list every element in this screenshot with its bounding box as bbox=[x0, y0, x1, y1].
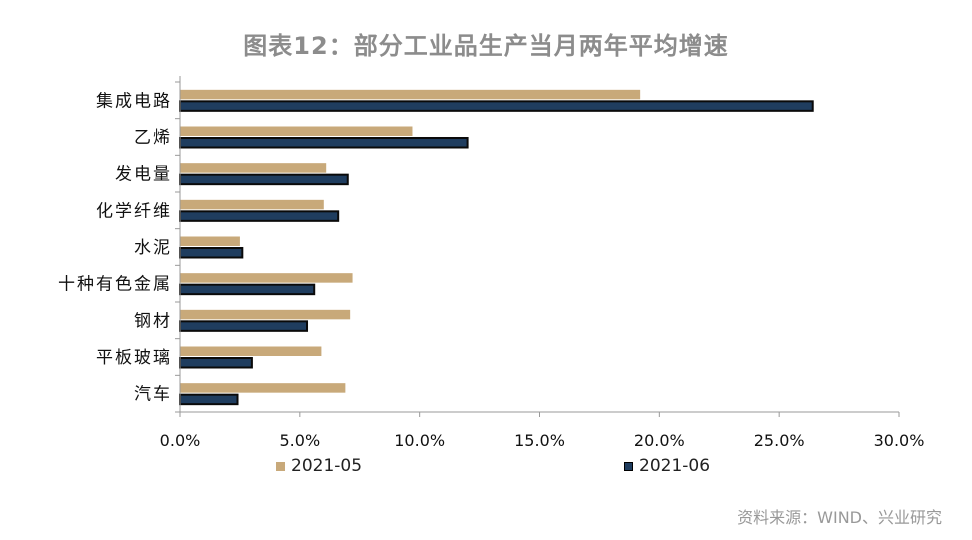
bar-series1 bbox=[180, 273, 353, 283]
bar-series2 bbox=[179, 100, 814, 112]
category-label: 十种有色金属 bbox=[58, 275, 172, 295]
x-tick-label: 20.0% bbox=[634, 431, 685, 450]
category-label: 化学纤维 bbox=[96, 201, 172, 221]
x-tick-label: 10.0% bbox=[394, 431, 445, 450]
bar-series2 bbox=[179, 320, 309, 332]
bar-series1 bbox=[180, 126, 413, 136]
bar-series1 bbox=[180, 163, 327, 173]
legend-item-series2: 2021-06 bbox=[624, 456, 710, 476]
bar-series2 bbox=[179, 137, 469, 149]
legend-label-series2: 2021-06 bbox=[639, 456, 711, 476]
bar-series2 bbox=[179, 210, 340, 222]
x-tick-label: 30.0% bbox=[874, 431, 925, 450]
category-label: 汽车 bbox=[134, 385, 172, 405]
x-tick-label: 25.0% bbox=[754, 431, 805, 450]
chart-title: 图表12：部分工业品生产当月两年平均增速 bbox=[243, 32, 729, 60]
category-label: 发电量 bbox=[115, 165, 172, 185]
bar-series2 bbox=[179, 357, 253, 369]
bar-series1 bbox=[180, 236, 240, 246]
bar-series1 bbox=[180, 199, 324, 210]
x-tick-label: 15.0% bbox=[514, 431, 565, 450]
x-tick-label: 5.0% bbox=[280, 431, 321, 450]
bar-series1 bbox=[180, 346, 322, 356]
legend-swatch-series1 bbox=[276, 461, 285, 471]
legend-label-series1: 2021-05 bbox=[291, 456, 363, 476]
bar-series2 bbox=[179, 393, 239, 406]
category-label: 集成电路 bbox=[96, 91, 172, 111]
bar-series2 bbox=[179, 173, 349, 186]
bar-series1 bbox=[180, 89, 641, 100]
x-tick-label: 0.0% bbox=[160, 431, 201, 450]
category-label: 钢材 bbox=[134, 311, 172, 331]
legend-swatch-series2 bbox=[624, 461, 633, 471]
bar-series1 bbox=[180, 383, 346, 393]
category-label: 平板玻璃 bbox=[96, 348, 172, 368]
category-label: 乙烯 bbox=[134, 128, 172, 148]
source-note: 资料来源：WIND、兴业研究 bbox=[737, 508, 942, 527]
legend-item-series1: 2021-05 bbox=[276, 456, 362, 476]
bar-series1 bbox=[180, 309, 351, 320]
bar-series2 bbox=[179, 247, 244, 259]
bar-series2 bbox=[179, 283, 316, 296]
category-label: 水泥 bbox=[134, 238, 172, 258]
